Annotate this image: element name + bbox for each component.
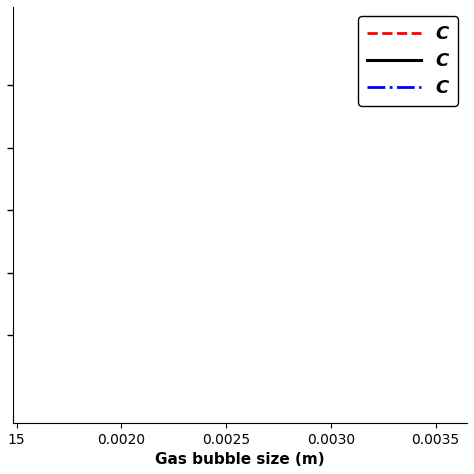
Legend: C, C, C: C, C, C <box>358 16 458 106</box>
X-axis label: Gas bubble size (m): Gas bubble size (m) <box>155 452 325 467</box>
